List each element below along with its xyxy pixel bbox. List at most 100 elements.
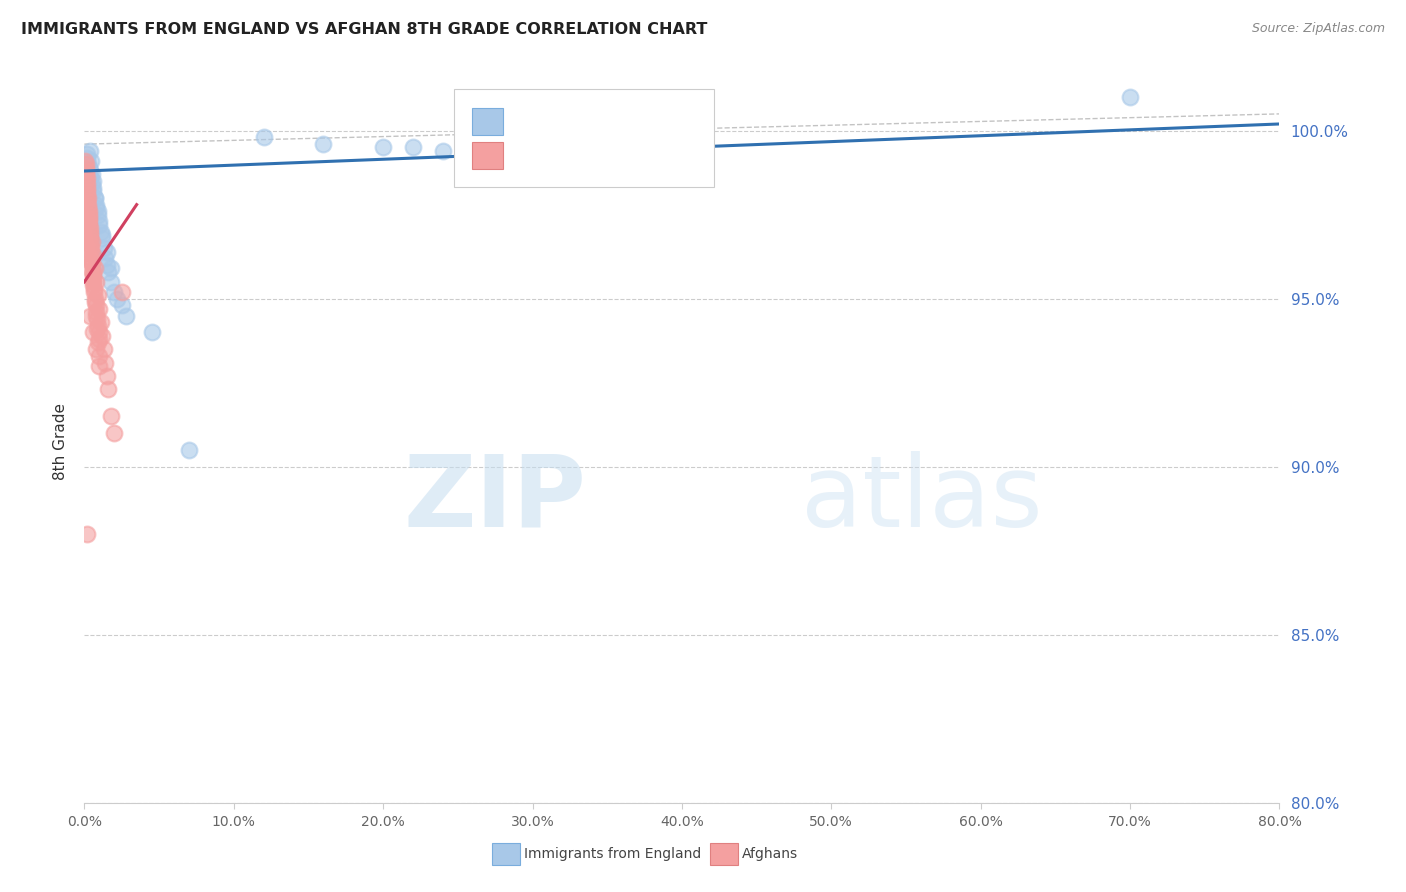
Point (77, 204, 100, 219)
Point (76, 191, 98, 205)
Point (97, 383, 120, 397)
Point (79, 164, 101, 178)
Point (79, 238, 101, 252)
Point (86, 275, 108, 289)
Point (76, 187, 98, 202)
Point (76, 151, 98, 165)
Point (75, 164, 97, 178)
Text: ZIP: ZIP (404, 450, 586, 548)
Point (91, 328, 114, 343)
Point (79, 221, 101, 235)
Point (82, 181, 104, 195)
Point (76, 527, 98, 541)
Point (90, 225, 112, 239)
Point (80, 258, 103, 272)
Point (312, 137, 335, 152)
Y-axis label: 8th Grade: 8th Grade (53, 403, 69, 480)
Point (111, 285, 134, 299)
Point (86, 311, 108, 326)
Point (94, 252, 117, 266)
Point (100, 275, 122, 289)
Point (84, 309, 107, 323)
Text: atlas: atlas (801, 450, 1043, 548)
Point (93, 342, 115, 356)
Point (86, 197, 108, 211)
Point (87, 204, 110, 219)
Point (79, 231, 101, 245)
Point (79, 227, 101, 242)
Point (80, 241, 103, 255)
Point (82, 184, 104, 198)
Point (373, 140, 395, 154)
Point (115, 309, 138, 323)
Point (87, 288, 110, 302)
Point (492, 147, 515, 161)
Point (103, 426, 125, 441)
Point (80, 167, 103, 181)
Point (83, 282, 105, 296)
Point (80, 178, 103, 192)
Point (77, 157, 100, 171)
Point (82, 278, 104, 293)
Point (103, 285, 125, 299)
Point (177, 442, 200, 457)
Point (96, 244, 118, 259)
Point (111, 298, 134, 312)
Point (80, 252, 103, 266)
Point (82, 248, 104, 262)
Point (79, 244, 101, 259)
Point (80, 235, 103, 249)
Point (83, 261, 105, 276)
Point (461, 144, 484, 158)
Text: R = 0.176   N = 74: R = 0.176 N = 74 (510, 150, 655, 165)
Point (84, 342, 107, 356)
Point (79, 144, 101, 158)
Point (87, 359, 110, 373)
Point (82, 271, 104, 285)
Point (83, 292, 105, 306)
Point (82, 254, 104, 268)
Point (86, 201, 108, 215)
Point (79, 170, 101, 185)
Point (87, 349, 110, 363)
Point (80, 153, 103, 168)
Text: IMMIGRANTS FROM ENGLAND VS AFGHAN 8TH GRADE CORRELATION CHART: IMMIGRANTS FROM ENGLAND VS AFGHAN 8TH GR… (21, 22, 707, 37)
Text: R = 0.214   N = 46: R = 0.214 N = 46 (510, 116, 655, 131)
Point (100, 409, 122, 424)
Point (89, 218, 111, 232)
Point (76, 184, 98, 198)
Point (77, 214, 100, 228)
Point (100, 261, 122, 276)
Point (76, 178, 98, 192)
Point (87, 318, 110, 333)
Point (96, 258, 118, 272)
Point (75, 161, 97, 175)
Point (75, 157, 97, 171)
Point (90, 315, 112, 329)
Point (75, 174, 97, 188)
Point (77, 167, 100, 181)
Point (82, 174, 104, 188)
Point (83, 191, 105, 205)
Point (83, 191, 105, 205)
Point (82, 275, 104, 289)
Point (77, 201, 100, 215)
Point (96, 369, 118, 384)
Point (97, 265, 120, 279)
Point (77, 208, 100, 222)
Point (76, 147, 98, 161)
Point (77, 214, 100, 228)
Text: Source: ZipAtlas.com: Source: ZipAtlas.com (1251, 22, 1385, 36)
Point (75, 167, 97, 181)
Point (89, 332, 111, 346)
Text: Afghans: Afghans (742, 847, 799, 861)
Point (87, 335, 110, 350)
Point (93, 241, 115, 255)
Point (86, 305, 108, 319)
Point (141, 326, 163, 340)
Point (105, 292, 128, 306)
Point (432, 144, 454, 158)
Point (75, 153, 97, 168)
Point (402, 140, 425, 154)
Point (83, 285, 105, 299)
